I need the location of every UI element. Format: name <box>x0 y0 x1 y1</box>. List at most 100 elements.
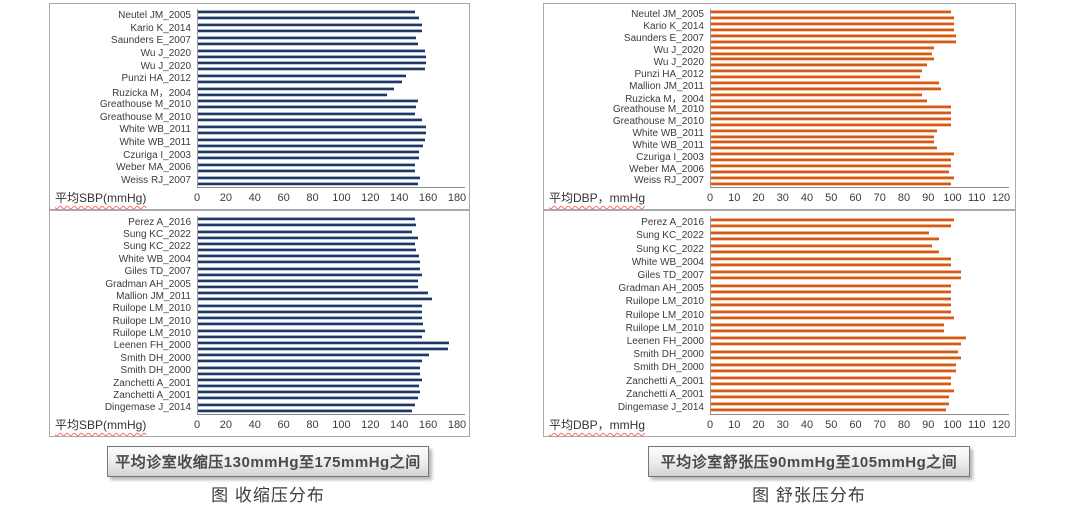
bar <box>711 329 944 334</box>
study-row: Leenen FH_2000 <box>50 339 469 353</box>
bar <box>711 276 961 281</box>
bar <box>711 362 956 367</box>
bar <box>198 309 422 314</box>
bar <box>711 134 935 139</box>
axis-tick-label: 0 <box>706 419 714 431</box>
study-row: Saunders E_2007 <box>50 34 469 48</box>
study-bars <box>710 400 1002 415</box>
axis-tick-label: 70 <box>873 192 886 204</box>
study-row: Wu J_2020 <box>50 47 469 60</box>
study-row: Mallion JM_2011 <box>50 290 469 303</box>
bar <box>198 168 415 173</box>
bar <box>198 378 422 383</box>
bar <box>711 244 932 248</box>
bar <box>198 353 430 358</box>
axis-tick-label: 120 <box>991 419 1011 431</box>
bar <box>198 254 419 259</box>
study-label: Giles TD_2007 <box>637 269 704 281</box>
study-label: Dingemase J_2014 <box>617 401 704 413</box>
study-row: Zanchetti A_2001 <box>544 387 1015 401</box>
bar <box>198 279 418 284</box>
axis-tick-label: 70 <box>873 419 886 431</box>
bar <box>198 175 421 180</box>
study-row: Greathouse M_2010 <box>544 103 1015 116</box>
bar <box>198 150 419 155</box>
axis-tick-label: 50 <box>825 192 838 204</box>
study-bars <box>710 216 1002 230</box>
study-label: Ruilope LM_2010 <box>112 328 191 340</box>
bar <box>198 48 425 53</box>
study-bars <box>197 98 458 111</box>
study-label: Ruilope LM_2010 <box>625 322 704 334</box>
bar <box>711 230 930 235</box>
study-label: Wu J_2020 <box>653 56 704 68</box>
study-label: Sung KC_2022 <box>636 230 704 242</box>
bar <box>711 104 952 109</box>
study-row: Gradman AH_2005 <box>50 277 469 291</box>
study-bars <box>710 387 1002 401</box>
bar <box>711 402 949 407</box>
study-label: White WB_2011 <box>632 139 704 151</box>
bar <box>198 266 421 271</box>
study-label: Weiss RJ_2007 <box>634 175 704 187</box>
axis-tick-label: 20 <box>752 192 765 204</box>
study-bars <box>197 72 458 86</box>
study-bars <box>710 56 1002 69</box>
study-row: Ruilope LM_2010 <box>50 327 469 340</box>
axis-tick-label: 90 <box>922 192 935 204</box>
study-bars <box>197 315 458 328</box>
bar <box>711 63 927 68</box>
study-bars <box>197 364 458 377</box>
bar <box>198 29 422 34</box>
dbp-chart-panel-top: Neutel JM_2005 Kario K_2014 Saunders E_200… <box>543 3 1016 210</box>
bar <box>198 16 419 21</box>
study-label: Ruzicka M，2004 <box>112 88 191 100</box>
axis-tick-label: 80 <box>897 192 911 204</box>
study-bars <box>710 32 1002 45</box>
bar <box>711 310 952 315</box>
bar <box>711 51 932 56</box>
study-label: Leenen FH_2000 <box>626 335 704 347</box>
axis-tick-label: 0 <box>193 419 201 431</box>
study-row: Kario K_2014 <box>50 21 469 35</box>
study-bars <box>197 123 458 137</box>
study-bars <box>197 228 458 241</box>
bar <box>198 272 422 277</box>
dbp-bottom-x-axis: 0 10 20 30 40 50 60 70 80 90 100 110 120 平均DBP，mmHg <box>544 414 1015 436</box>
study-bars <box>197 59 458 73</box>
bar <box>711 323 944 328</box>
sbp-bottom-plot-area: Perez A_2016 Sung KC_2022 Sung KC_2022 Whit… <box>50 216 469 414</box>
study-label: Smith DH_2000 <box>633 362 704 374</box>
study-row: Ruzicka M，2004 <box>544 92 1015 105</box>
bar <box>198 156 419 161</box>
study-row: Leenen FH_2000 <box>544 334 1015 349</box>
study-label: Wu J_2020 <box>140 48 191 60</box>
study-label: Gradman AH_2005 <box>618 283 704 295</box>
bar <box>711 389 954 394</box>
x-axis-line <box>197 414 465 415</box>
bar <box>198 130 427 135</box>
axis-tick-label: 160 <box>418 419 438 431</box>
study-bars <box>710 348 1002 362</box>
bar <box>198 223 417 228</box>
study-bars <box>710 115 1002 128</box>
x-axis-line <box>710 187 1009 188</box>
bar <box>711 15 954 20</box>
bar <box>198 334 422 339</box>
study-label: Wu J_2020 <box>140 60 191 72</box>
bar <box>711 116 952 121</box>
bar <box>198 162 415 167</box>
study-row: Weber MA_2006 <box>50 161 469 175</box>
bar <box>711 158 952 163</box>
bar <box>198 285 418 290</box>
study-row: White WB_2004 <box>544 255 1015 269</box>
bar <box>198 260 421 265</box>
bar <box>711 128 937 133</box>
study-label: Czuriga I_2003 <box>123 149 191 161</box>
study-label: Smith DH_2000 <box>120 352 191 364</box>
study-bars <box>710 268 1002 283</box>
study-label: Sung KC_2022 <box>123 229 191 241</box>
bar <box>711 376 952 381</box>
study-label: Zanchetti A_2001 <box>113 389 191 401</box>
bar <box>711 223 952 228</box>
